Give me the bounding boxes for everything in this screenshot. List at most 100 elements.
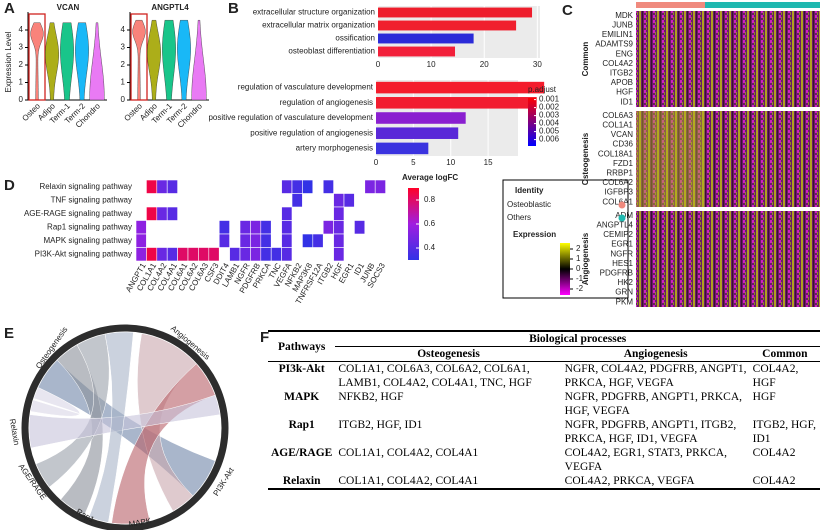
tile [281,220,293,235]
category-label: osteoblast differentiation [288,47,375,56]
y-tick-label: 0 [121,95,126,104]
colorbar [528,98,536,146]
tile [333,220,345,235]
x-tick-label: 5 [411,158,416,167]
legend-title: Average logFC [402,173,458,182]
category-label: regulation of angiogenesis [280,98,373,107]
gene-label: EMILIN1 [602,30,634,39]
table-cell: COL4A2 [752,447,796,459]
gene-label: COL6A1 [602,197,633,206]
tile [302,233,314,248]
table-cell: COL1A1, COL6A3, COL6A2, COL6A1, LAMB1, C… [338,363,532,389]
pathway-cell: AGE/RAGE [271,447,333,459]
tile [302,179,314,194]
bar [376,127,459,139]
y-tick-label: 3 [121,43,126,52]
colorbar-label: 0.002 [539,103,560,112]
row-label: MAPK signaling pathway [44,236,133,245]
violin [191,20,207,101]
y-tick-label: 1 [121,78,126,87]
category-label: artery morphogenesis [296,144,373,153]
chord-label: MAPK [128,516,153,529]
tile [291,179,303,194]
tile [187,247,199,262]
plot-title: ANGPTL4 [151,3,189,12]
group-label: Common [581,42,590,77]
tile [218,220,230,235]
pathway-cell: PI3k-Akt [278,363,325,375]
tile [281,206,293,221]
chord-ribbon [30,387,80,417]
y-axis-label: Expression Level [4,31,13,92]
tile [374,179,386,194]
tile [156,179,168,194]
chord-ribbons [28,331,221,525]
colorbar-label: 0.004 [539,119,560,128]
header-cell: Biological processes [335,331,820,347]
violin [89,22,105,101]
tile [250,220,262,235]
category-label: positive regulation of vasculature devel… [208,113,373,122]
tile [354,220,366,235]
tile [218,233,230,248]
tile [156,206,168,221]
colorbar-label: 0.4 [424,243,436,252]
table-cell: COL4A2, HGF [752,363,799,389]
table-cell: NGFR, PDGFRB, ANGPT1, PRKCA, HGF, VEGFA [564,391,742,417]
table-row: PI3k-Akt COL1A1, COL6A3, COL6A2, COL6A1, … [268,362,820,391]
row-label: PI3K-Akt signaling pathway [35,249,132,258]
gene-label: GRN [615,288,633,297]
chord-ribbon [28,394,221,449]
gene-label: NGFR [610,249,633,258]
gene-label: HGF [616,88,633,97]
row-label: Rap1 signaling pathway [47,222,132,231]
identity-bar [636,2,705,8]
x-tick-label: 20 [480,60,489,69]
category-label: positive regulation of angiogenesis [250,128,373,137]
bar [376,97,537,109]
tile [135,247,147,262]
colorbar [408,188,419,260]
violin [177,20,191,101]
heatmap-highlight [636,111,705,207]
x-tick-label: 15 [484,158,493,167]
bar [378,33,474,44]
panel-label: E [4,325,14,342]
table-cell: COL1A1, COL4A2, COL4A1 [338,447,479,459]
category-label: ossification [335,34,375,43]
pathway-cell: MAPK [284,391,320,403]
gene-label: EGR1 [611,240,633,249]
table-cell: NFKB2, HGF [338,391,404,403]
colorbar-label: -2 [576,284,584,293]
tile [322,220,334,235]
tile [146,247,158,262]
tile [198,247,210,262]
tile [291,193,303,208]
table-cell: NGFR, COL4A2, PDGFRB, ANGPT1, PRKCA, HGF… [564,363,747,389]
legend-title: p.adjust [528,85,557,94]
y-tick-label: 1 [19,78,24,87]
tile [312,233,324,248]
identity-bar [705,2,820,8]
tile [260,220,272,235]
bar [378,20,517,31]
table-cell: COL1A1, COL4A2, COL4A1 [338,475,479,487]
gene-label: COL18A1 [598,149,634,158]
legend-label: Others [507,213,531,222]
table-row: Relaxin COL1A1, COL4A2, COL4A1 COL4A2, PRK… [268,474,820,489]
tile [135,233,147,248]
violin [75,22,89,101]
gene-label: RRBP1 [606,169,633,178]
table-row: Rap1 ITGB2, HGF, ID1 NGFR, PDGFRB, ANGPT1,… [268,418,820,446]
gene-label: JUNB [612,21,633,30]
gene-label: MDK [615,11,633,20]
tile [156,247,168,262]
chord-label: Relaxin [8,418,21,446]
panel-label: C [562,2,573,19]
header-cell: Osteogenesis [417,348,480,360]
tile [260,247,272,262]
plot-title: VCAN [57,3,80,12]
tile [364,179,376,194]
